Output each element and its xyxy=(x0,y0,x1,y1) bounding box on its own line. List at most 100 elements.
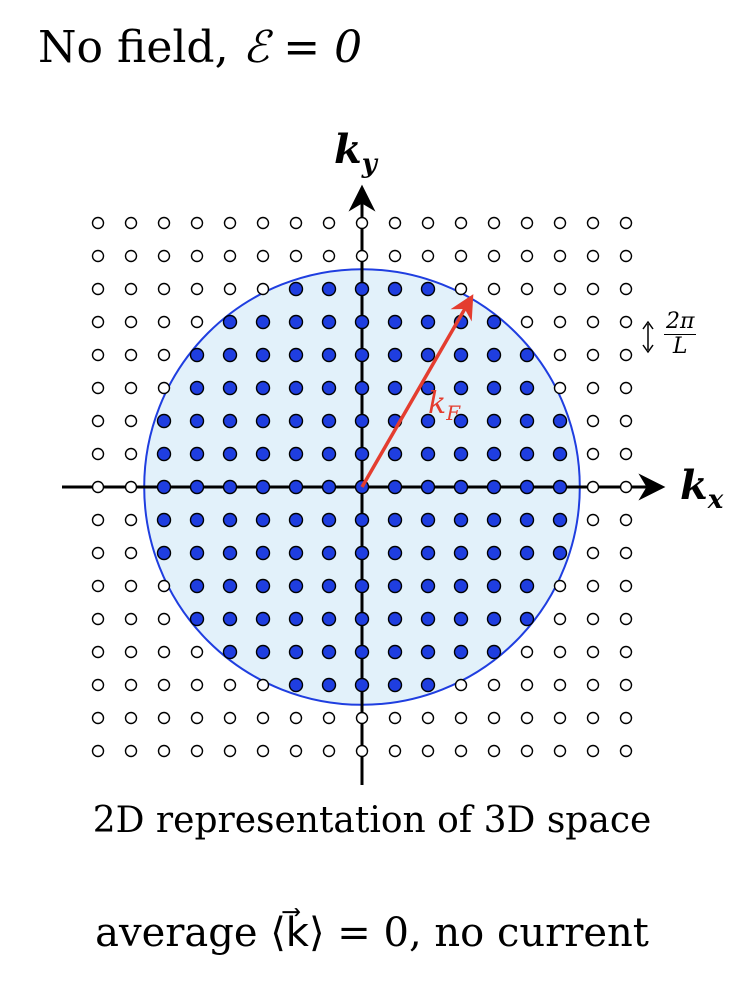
empty-state-dot xyxy=(91,612,105,626)
occupied-state-dot xyxy=(420,446,436,462)
occupied-state-dot xyxy=(486,413,502,429)
empty-state-dot xyxy=(157,348,171,362)
empty-state-dot xyxy=(520,249,534,263)
empty-state-dot xyxy=(619,348,633,362)
occupied-state-dot xyxy=(552,545,568,561)
k-state-lattice xyxy=(91,216,633,758)
empty-state-dot xyxy=(91,216,105,230)
occupied-state-dot xyxy=(519,347,535,363)
occupied-state-dot xyxy=(321,413,337,429)
empty-state-dot xyxy=(190,744,204,758)
occupied-state-dot xyxy=(552,479,568,495)
occupied-state-dot xyxy=(486,380,502,396)
occupied-state-dot xyxy=(222,314,238,330)
kf-label-sub: F xyxy=(446,401,461,425)
empty-state-dot xyxy=(190,216,204,230)
empty-state-dot xyxy=(487,678,501,692)
empty-state-dot xyxy=(190,711,204,725)
occupied-state-dot xyxy=(321,446,337,462)
occupied-state-dot xyxy=(321,281,337,297)
empty-state-dot xyxy=(586,744,600,758)
empty-state-dot xyxy=(619,546,633,560)
occupied-state-dot xyxy=(288,644,304,660)
empty-state-dot xyxy=(124,744,138,758)
empty-state-dot xyxy=(619,678,633,692)
occupied-state-dot xyxy=(321,677,337,693)
occupied-state-dot xyxy=(420,644,436,660)
empty-state-dot xyxy=(388,744,402,758)
empty-state-dot xyxy=(124,249,138,263)
empty-state-dot xyxy=(124,678,138,692)
occupied-state-dot xyxy=(255,512,271,528)
occupied-state-dot xyxy=(387,446,403,462)
empty-state-dot xyxy=(223,249,237,263)
occupied-state-dot xyxy=(189,413,205,429)
occupied-state-dot xyxy=(519,578,535,594)
empty-state-dot xyxy=(355,744,369,758)
empty-state-dot xyxy=(619,249,633,263)
occupied-state-dot xyxy=(189,380,205,396)
empty-state-dot xyxy=(91,513,105,527)
occupied-state-dot xyxy=(519,545,535,561)
occupied-state-dot xyxy=(420,347,436,363)
empty-state-dot xyxy=(553,645,567,659)
empty-state-dot xyxy=(157,744,171,758)
empty-state-dot xyxy=(157,216,171,230)
empty-state-dot xyxy=(586,381,600,395)
spacing-numerator: 2π xyxy=(664,309,697,335)
occupied-state-dot xyxy=(255,545,271,561)
empty-state-dot xyxy=(553,612,567,626)
empty-state-dot xyxy=(190,282,204,296)
occupied-state-dot xyxy=(189,512,205,528)
occupied-state-dot xyxy=(354,446,370,462)
occupied-state-dot xyxy=(288,479,304,495)
ky-label: ky xyxy=(334,126,377,179)
empty-state-dot xyxy=(619,480,633,494)
empty-state-dot xyxy=(124,480,138,494)
caption-representation: 2D representation of 3D space xyxy=(92,800,652,841)
occupied-state-dot xyxy=(288,545,304,561)
occupied-state-dot xyxy=(222,611,238,627)
empty-state-dot xyxy=(91,744,105,758)
empty-state-dot xyxy=(157,711,171,725)
occupied-state-dot xyxy=(420,578,436,594)
empty-state-dot xyxy=(256,711,270,725)
empty-state-dot xyxy=(619,579,633,593)
occupied-state-dot xyxy=(387,545,403,561)
occupied-state-dot xyxy=(288,677,304,693)
empty-state-dot xyxy=(124,546,138,560)
empty-state-dot xyxy=(388,249,402,263)
occupied-state-dot xyxy=(156,479,172,495)
occupied-state-dot xyxy=(387,479,403,495)
occupied-state-dot xyxy=(288,611,304,627)
occupied-state-dot xyxy=(321,347,337,363)
occupied-state-dot xyxy=(552,413,568,429)
empty-state-dot xyxy=(124,447,138,461)
page-title: No field, ℰ = 0 xyxy=(38,22,362,73)
empty-state-dot xyxy=(619,744,633,758)
occupied-state-dot xyxy=(156,512,172,528)
occupied-state-dot xyxy=(387,644,403,660)
empty-state-dot xyxy=(586,216,600,230)
empty-state-dot xyxy=(157,381,171,395)
occupied-state-dot xyxy=(255,413,271,429)
occupied-state-dot xyxy=(519,446,535,462)
empty-state-dot xyxy=(355,216,369,230)
occupied-state-dot xyxy=(420,314,436,330)
empty-state-dot xyxy=(619,447,633,461)
empty-state-dot xyxy=(289,216,303,230)
empty-state-dot xyxy=(421,744,435,758)
kf-arrow xyxy=(360,294,474,488)
empty-state-dot xyxy=(586,579,600,593)
empty-state-dot xyxy=(619,612,633,626)
occupied-state-dot xyxy=(189,545,205,561)
empty-state-dot xyxy=(520,678,534,692)
empty-state-dot xyxy=(157,612,171,626)
occupied-state-dot xyxy=(189,446,205,462)
empty-state-dot xyxy=(190,645,204,659)
occupied-state-dot xyxy=(354,380,370,396)
empty-state-dot xyxy=(586,249,600,263)
empty-state-dot xyxy=(91,579,105,593)
occupied-state-dot xyxy=(156,413,172,429)
occupied-state-dot xyxy=(255,446,271,462)
